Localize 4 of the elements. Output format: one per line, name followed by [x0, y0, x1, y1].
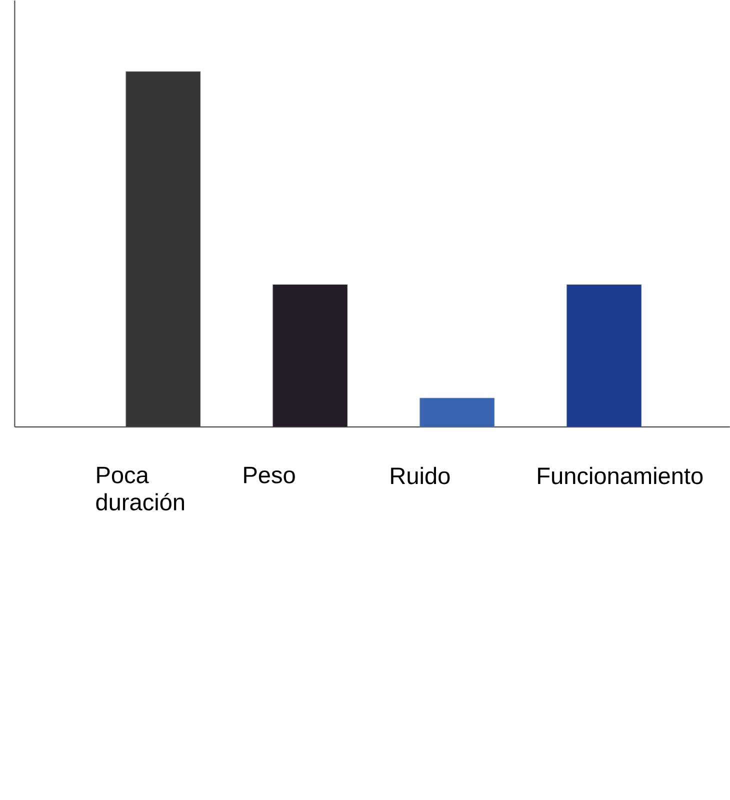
x-tick-label: Poca duración [96, 466, 184, 511]
x-tick-label: Peso [244, 466, 295, 484]
x-tick-label: Ruido [390, 466, 450, 484]
x-tick-label: Funcionamiento [538, 466, 702, 484]
